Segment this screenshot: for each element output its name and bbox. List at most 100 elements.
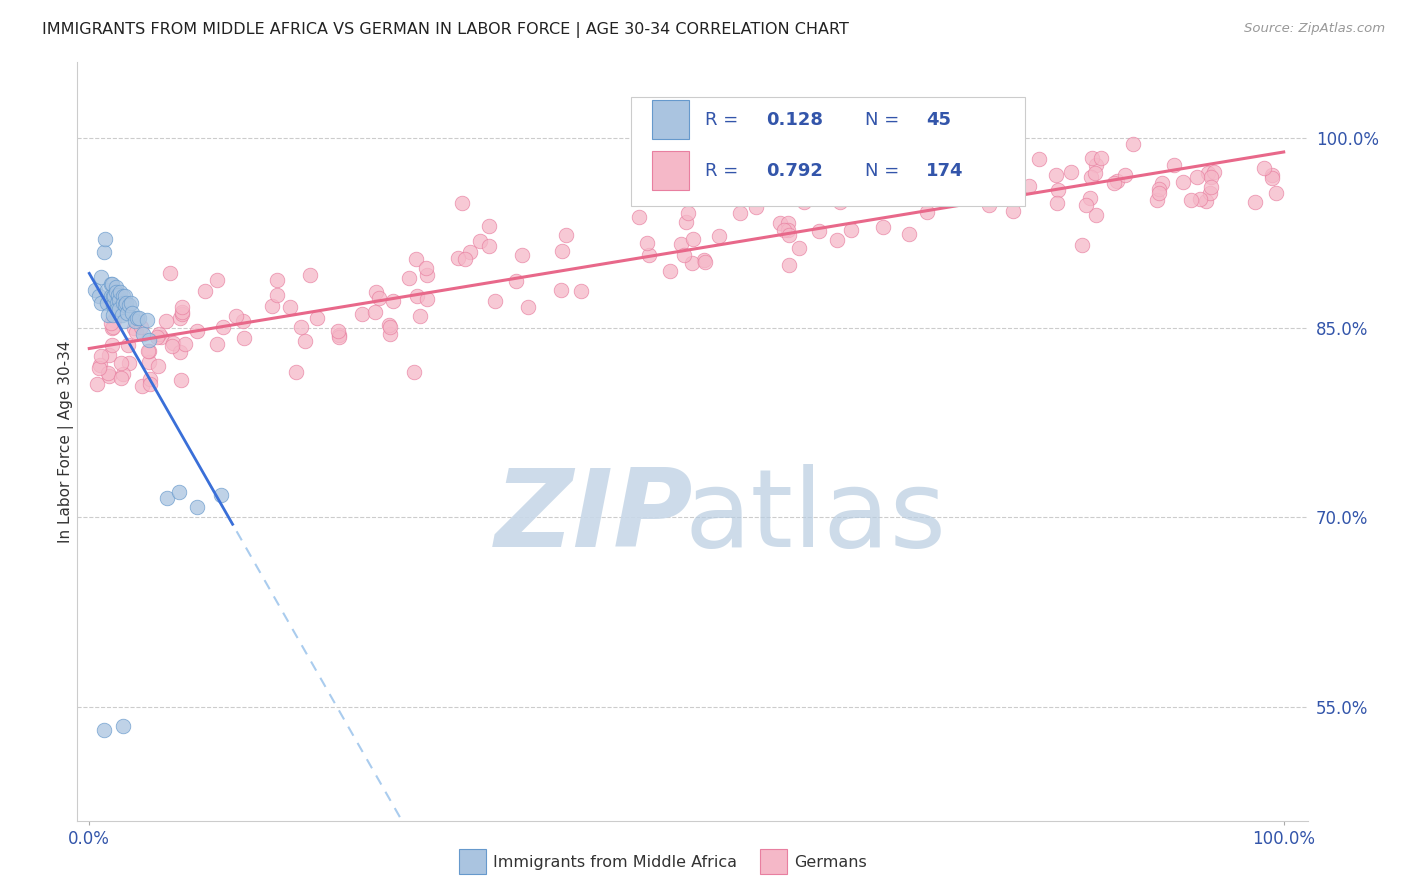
Point bbox=[290, 320, 312, 334]
Point bbox=[138, 344, 160, 359]
Point bbox=[478, 219, 501, 233]
Point bbox=[872, 220, 894, 235]
Point bbox=[897, 227, 920, 242]
Point bbox=[89, 358, 111, 372]
Text: Source: ZipAtlas.com: Source: ZipAtlas.com bbox=[1244, 22, 1385, 36]
Point bbox=[299, 268, 322, 283]
Point bbox=[1163, 158, 1185, 172]
Point bbox=[232, 314, 254, 328]
Point bbox=[186, 324, 208, 338]
Point bbox=[90, 295, 112, 310]
Text: Immigrants from Middle Africa: Immigrants from Middle Africa bbox=[494, 855, 737, 870]
Point bbox=[233, 330, 256, 344]
Point bbox=[89, 360, 111, 375]
Point bbox=[117, 338, 139, 352]
Point bbox=[328, 327, 350, 342]
Point bbox=[505, 274, 527, 288]
Point bbox=[363, 304, 385, 318]
Text: IMMIGRANTS FROM MIDDLE AFRICA VS GERMAN IN LABOR FORCE | AGE 30-34 CORRELATION C: IMMIGRANTS FROM MIDDLE AFRICA VS GERMAN … bbox=[42, 22, 849, 38]
Point bbox=[108, 293, 131, 307]
Point bbox=[778, 216, 800, 230]
Text: ZIP: ZIP bbox=[495, 465, 693, 570]
Point bbox=[103, 312, 125, 326]
Point bbox=[131, 379, 153, 393]
Point bbox=[1084, 208, 1107, 222]
Point bbox=[112, 314, 135, 328]
Point bbox=[115, 295, 138, 310]
Point bbox=[156, 491, 179, 506]
Point bbox=[405, 252, 427, 267]
Text: 0.792: 0.792 bbox=[766, 161, 823, 179]
Point bbox=[111, 289, 134, 303]
Point bbox=[636, 235, 658, 250]
Point bbox=[416, 292, 439, 306]
Point bbox=[167, 485, 190, 500]
Point bbox=[730, 206, 752, 220]
Point bbox=[962, 134, 984, 148]
Point bbox=[669, 237, 692, 252]
Point bbox=[776, 222, 799, 236]
Point bbox=[266, 287, 288, 301]
Point bbox=[450, 196, 472, 211]
Point bbox=[468, 234, 491, 248]
Point bbox=[1046, 195, 1069, 210]
Point bbox=[1046, 183, 1069, 197]
Point bbox=[350, 307, 373, 321]
Point bbox=[678, 206, 700, 220]
Point bbox=[132, 327, 155, 342]
Point bbox=[1090, 151, 1112, 165]
Point bbox=[793, 194, 815, 209]
Point bbox=[169, 310, 191, 325]
Point bbox=[105, 301, 128, 316]
Point bbox=[693, 253, 716, 268]
Point bbox=[744, 200, 766, 214]
Point bbox=[806, 179, 828, 194]
Bar bbox=[652, 100, 689, 139]
Point bbox=[1195, 194, 1218, 208]
Point bbox=[266, 273, 288, 287]
Point bbox=[98, 348, 121, 362]
Point bbox=[1180, 193, 1202, 207]
Point bbox=[1149, 182, 1171, 196]
Point bbox=[1085, 158, 1108, 172]
Point bbox=[551, 244, 574, 258]
Point bbox=[1260, 168, 1282, 182]
Point bbox=[378, 318, 401, 332]
Point bbox=[458, 244, 481, 259]
Point bbox=[139, 372, 162, 386]
Point bbox=[117, 305, 139, 319]
Point bbox=[110, 285, 132, 300]
Point bbox=[110, 370, 132, 384]
Point bbox=[924, 139, 946, 153]
Point bbox=[924, 170, 946, 185]
Point bbox=[1198, 186, 1220, 200]
Point bbox=[260, 300, 283, 314]
Point bbox=[1199, 179, 1222, 194]
Point bbox=[569, 285, 592, 299]
Point bbox=[100, 289, 122, 303]
Point bbox=[305, 310, 328, 325]
Point bbox=[366, 285, 388, 299]
Bar bbox=[458, 849, 486, 874]
Point bbox=[138, 354, 160, 368]
Point bbox=[825, 233, 848, 247]
Point bbox=[148, 359, 170, 374]
Text: Germans: Germans bbox=[794, 855, 868, 870]
Point bbox=[1261, 171, 1284, 186]
Point bbox=[974, 183, 997, 197]
Point bbox=[162, 335, 184, 350]
Point bbox=[155, 314, 177, 328]
Point bbox=[101, 298, 124, 312]
Point bbox=[368, 291, 391, 305]
Point bbox=[135, 313, 157, 327]
Point bbox=[682, 232, 704, 246]
Point bbox=[769, 216, 792, 230]
Point bbox=[1204, 165, 1226, 179]
Point bbox=[1264, 186, 1286, 200]
Point bbox=[1150, 177, 1173, 191]
Point bbox=[173, 336, 195, 351]
Point bbox=[627, 210, 650, 224]
Text: R =: R = bbox=[704, 161, 744, 179]
Point bbox=[159, 266, 181, 280]
Point bbox=[125, 326, 148, 340]
